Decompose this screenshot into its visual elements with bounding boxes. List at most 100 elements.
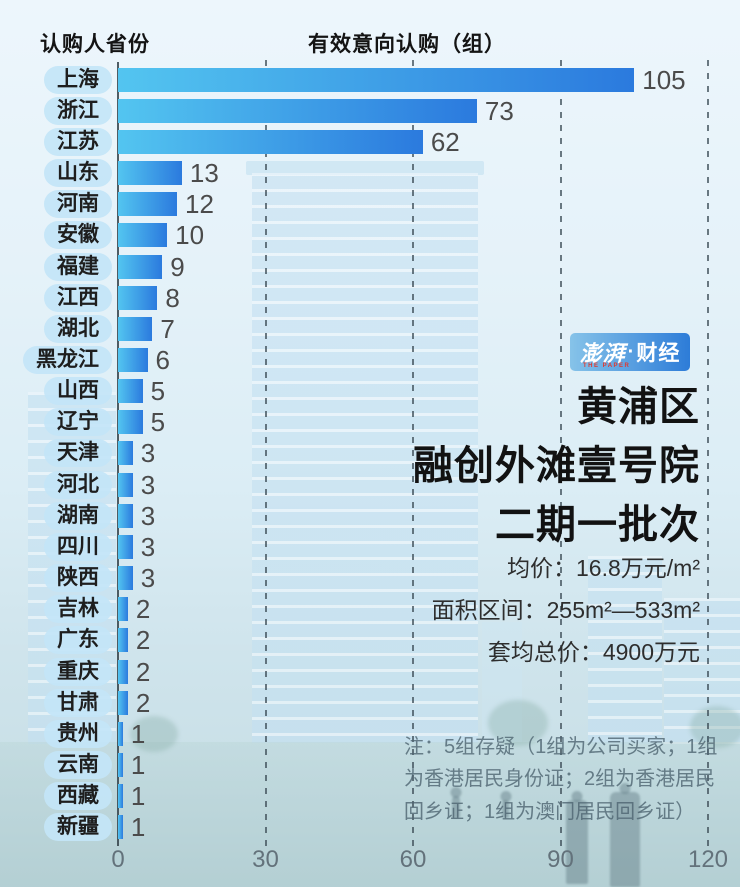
- province-label: 上海: [44, 65, 112, 94]
- project-title-line-1: 黄浦区: [577, 385, 700, 429]
- bar: [118, 98, 477, 123]
- bar: [118, 815, 123, 840]
- chart-row: 湖南 3: [0, 500, 740, 531]
- bar-value: 73: [484, 95, 514, 126]
- province-label: 重庆: [44, 657, 112, 686]
- bar: [118, 223, 168, 248]
- bar-value: 2: [135, 625, 151, 656]
- bar-value: 3: [140, 563, 156, 594]
- chart-row: 上海 105: [0, 64, 740, 95]
- bar: [118, 379, 143, 404]
- bar-value: 2: [135, 594, 151, 625]
- province-label: 四川: [44, 532, 112, 561]
- province-label: 贵州: [44, 719, 112, 748]
- gridline: [707, 60, 709, 848]
- bar-value: 13: [189, 158, 219, 189]
- chart-row: 福建 9: [0, 251, 740, 282]
- province-label: 浙江: [44, 96, 112, 125]
- chart-row: 广东 2: [0, 625, 740, 656]
- bar: [118, 472, 133, 497]
- bar: [118, 721, 123, 746]
- bar: [118, 566, 133, 591]
- bar: [118, 503, 133, 528]
- bar: [118, 659, 128, 684]
- detail-area-range: 面积区间：255m²—533m²: [431, 597, 700, 623]
- bar-value: 1: [130, 750, 146, 781]
- gridline: [264, 60, 267, 848]
- bar: [118, 347, 148, 372]
- chart-row: 重庆 2: [0, 656, 740, 687]
- bar-value: 3: [140, 469, 156, 500]
- province-label: 辽宁: [44, 408, 112, 437]
- bar: [118, 285, 158, 310]
- bar: [118, 690, 128, 715]
- province-label: 河北: [44, 470, 112, 499]
- bar-value: 5: [150, 407, 166, 438]
- thepaper-finance-logo: 澎湃 · 财经 THE PAPER: [570, 333, 690, 371]
- chart-row: 安徽 10: [0, 220, 740, 251]
- province-label: 安徽: [44, 221, 112, 250]
- project-details: 均价：16.8万元/m² 面积区间：255m²—533m² 套均总价：4900万…: [432, 547, 700, 673]
- bar-value: 62: [430, 126, 460, 157]
- project-title: 黄浦区 融创外滩壹号院 二期一批次: [413, 378, 700, 555]
- bar: [118, 67, 635, 92]
- bar-value: 5: [150, 376, 166, 407]
- province-label: 黑龙江: [23, 345, 112, 374]
- chart-row: 天津 3: [0, 438, 740, 469]
- chart-row: 江苏 62: [0, 126, 740, 157]
- province-label: 西藏: [44, 782, 112, 811]
- project-title-line-2: 融创外滩壹号院: [413, 444, 700, 488]
- logo-dot: ·: [627, 340, 635, 363]
- x-tick-label: 120: [687, 846, 729, 873]
- chart-row: 江西 8: [0, 282, 740, 313]
- x-tick-label: 90: [547, 846, 574, 873]
- province-label: 甘肃: [44, 688, 112, 717]
- chart-row: 山西 5: [0, 376, 740, 407]
- province-label: 江西: [44, 283, 112, 312]
- chart-row: 甘肃 2: [0, 687, 740, 718]
- bar-value: 6: [155, 344, 170, 375]
- value-column-header: 有效意向认购（组）: [308, 33, 506, 56]
- province-label: 湖北: [44, 314, 112, 343]
- chart-row: 湖北 7: [0, 313, 740, 344]
- logo-script-text: 澎湃: [579, 341, 626, 366]
- chart-row: 四川 3: [0, 531, 740, 562]
- bar-value: 9: [170, 251, 185, 282]
- bar-value: 1: [130, 781, 146, 812]
- bar-value: 3: [140, 500, 156, 531]
- bar: [118, 784, 123, 809]
- province-label: 湖南: [44, 501, 112, 530]
- chart-row: 山东 13: [0, 157, 740, 188]
- bar: [118, 441, 133, 466]
- bar-value: 1: [130, 718, 146, 749]
- province-label: 福建: [44, 252, 112, 281]
- bar-value: 3: [140, 438, 156, 469]
- bar: [118, 316, 153, 341]
- province-label: 云南: [44, 751, 112, 780]
- bar-value: 1: [130, 812, 146, 843]
- bar: [118, 628, 128, 653]
- bar: [118, 254, 163, 279]
- chart-row: 黑龙江 6: [0, 344, 740, 375]
- bar: [118, 410, 143, 435]
- x-tick-label: 60: [399, 846, 427, 873]
- x-tick-label: 0: [111, 846, 125, 873]
- x-tick-label: 30: [252, 846, 279, 873]
- province-label: 陕西: [44, 564, 112, 593]
- bar-value: 8: [165, 282, 180, 313]
- bar: [118, 753, 123, 778]
- bar: [118, 534, 133, 559]
- logo-suffix-text: 财经: [636, 342, 681, 365]
- chart-row: 辽宁 5: [0, 407, 740, 438]
- bar: [118, 597, 128, 622]
- gridline: [559, 60, 562, 848]
- bar-value: 10: [175, 220, 205, 251]
- footnote: 注：5组存疑（1组为公司买家；1组为香港居民身份证；2组为香港居民回乡证；1组为…: [404, 736, 718, 823]
- province-label: 河南: [44, 190, 112, 219]
- province-label: 天津: [44, 439, 112, 468]
- province-column-header: 认购人省份: [40, 33, 150, 56]
- province-label: 江苏: [44, 127, 112, 156]
- chart-row: 浙江 73: [0, 95, 740, 126]
- gridline: [412, 60, 414, 848]
- province-label: 新疆: [44, 813, 112, 842]
